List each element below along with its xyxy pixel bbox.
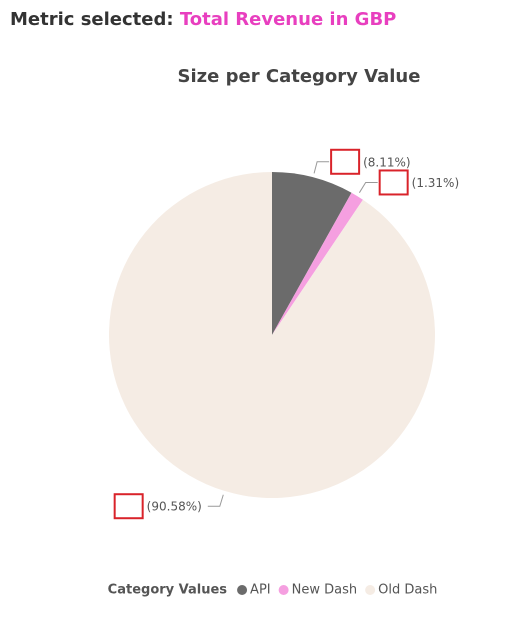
legend-title: Category Values <box>108 583 228 598</box>
pie-slice <box>272 171 352 335</box>
data-label: (90.58%) <box>147 500 202 514</box>
pie-slice <box>272 192 363 335</box>
leader-line <box>358 181 378 193</box>
legend-label: New Dash <box>292 583 357 598</box>
header: Metric selected: Total Revenue in GBP <box>10 9 396 30</box>
legend-swatch <box>278 585 289 595</box>
legend-label: API <box>250 583 271 598</box>
legend-swatch <box>237 585 248 595</box>
data-label: (1.31%) <box>412 176 459 190</box>
redaction-box <box>330 148 361 175</box>
legend-swatch <box>365 585 376 595</box>
chart-title: Size per Category Value <box>178 66 421 87</box>
leader-line <box>207 494 224 507</box>
pie-slice <box>108 172 435 498</box>
legend: Category Values API New Dash Old Dash <box>108 583 438 598</box>
data-label: (8.11%) <box>363 155 410 169</box>
redaction-box <box>113 493 144 520</box>
leader-line <box>313 161 330 174</box>
legend-label: Old Dash <box>378 583 437 598</box>
header-label: Metric selected: <box>10 9 174 30</box>
redaction-box <box>378 169 409 196</box>
header-value: Total Revenue in GBP <box>180 9 397 30</box>
